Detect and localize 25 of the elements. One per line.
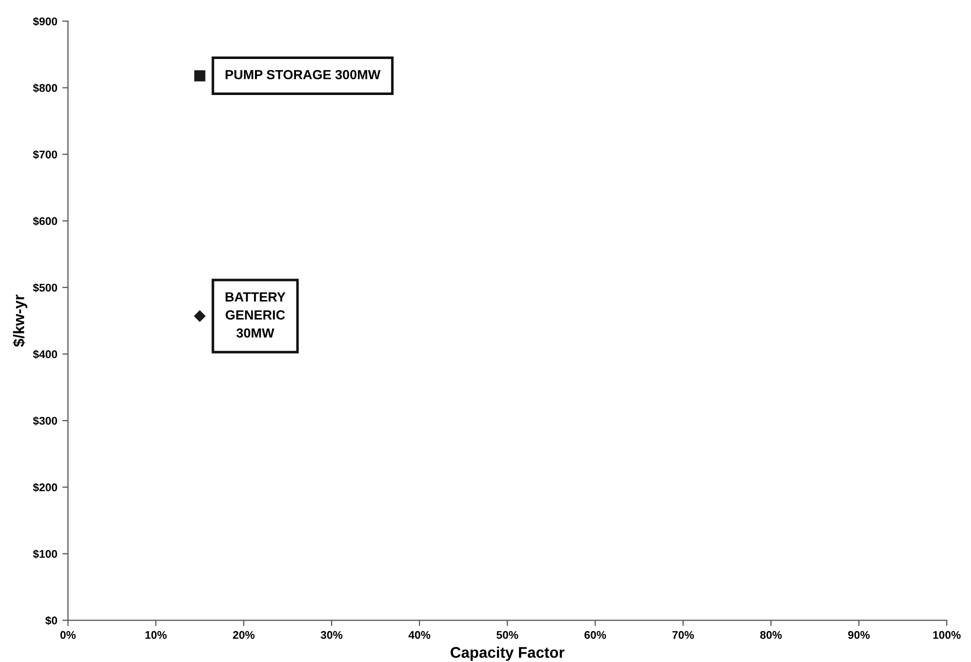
x-tick-label: 90% bbox=[848, 631, 870, 639]
series-label: BATTERY GENERIC 30MW bbox=[226, 292, 286, 338]
y-tick-label: $900 bbox=[32, 16, 58, 26]
x-tick-label: 80% bbox=[760, 631, 782, 639]
y-tick-label: $700 bbox=[32, 150, 58, 160]
x-tick-label: 40% bbox=[408, 631, 430, 639]
x-tick-label: 60% bbox=[584, 631, 606, 639]
y-tick-label: $0 bbox=[45, 616, 58, 626]
y-tick-label: $500 bbox=[32, 283, 58, 292]
x-tick-label: 10% bbox=[145, 631, 167, 639]
x-tick-label: 20% bbox=[232, 631, 255, 639]
y-axis-title: $/kw-yr bbox=[12, 294, 28, 347]
x-tick-label: 100% bbox=[933, 631, 961, 639]
y-tick-label: $800 bbox=[32, 84, 58, 93]
x-tick-label: 70% bbox=[672, 631, 694, 639]
y-tick-label: $600 bbox=[32, 216, 58, 226]
series-label: PUMP STORAGE 300MW bbox=[226, 70, 380, 80]
y-tick-label: $100 bbox=[32, 550, 58, 559]
x-tick-label: 0% bbox=[60, 631, 76, 639]
y-tick-label: $400 bbox=[32, 350, 58, 359]
x-axis-title: Capacity Factor bbox=[450, 646, 564, 661]
x-tick-label: 50% bbox=[496, 631, 518, 639]
y-tick-label: $200 bbox=[32, 482, 58, 492]
x-tick-label: 30% bbox=[320, 631, 342, 639]
y-tick-label: $300 bbox=[32, 416, 58, 426]
